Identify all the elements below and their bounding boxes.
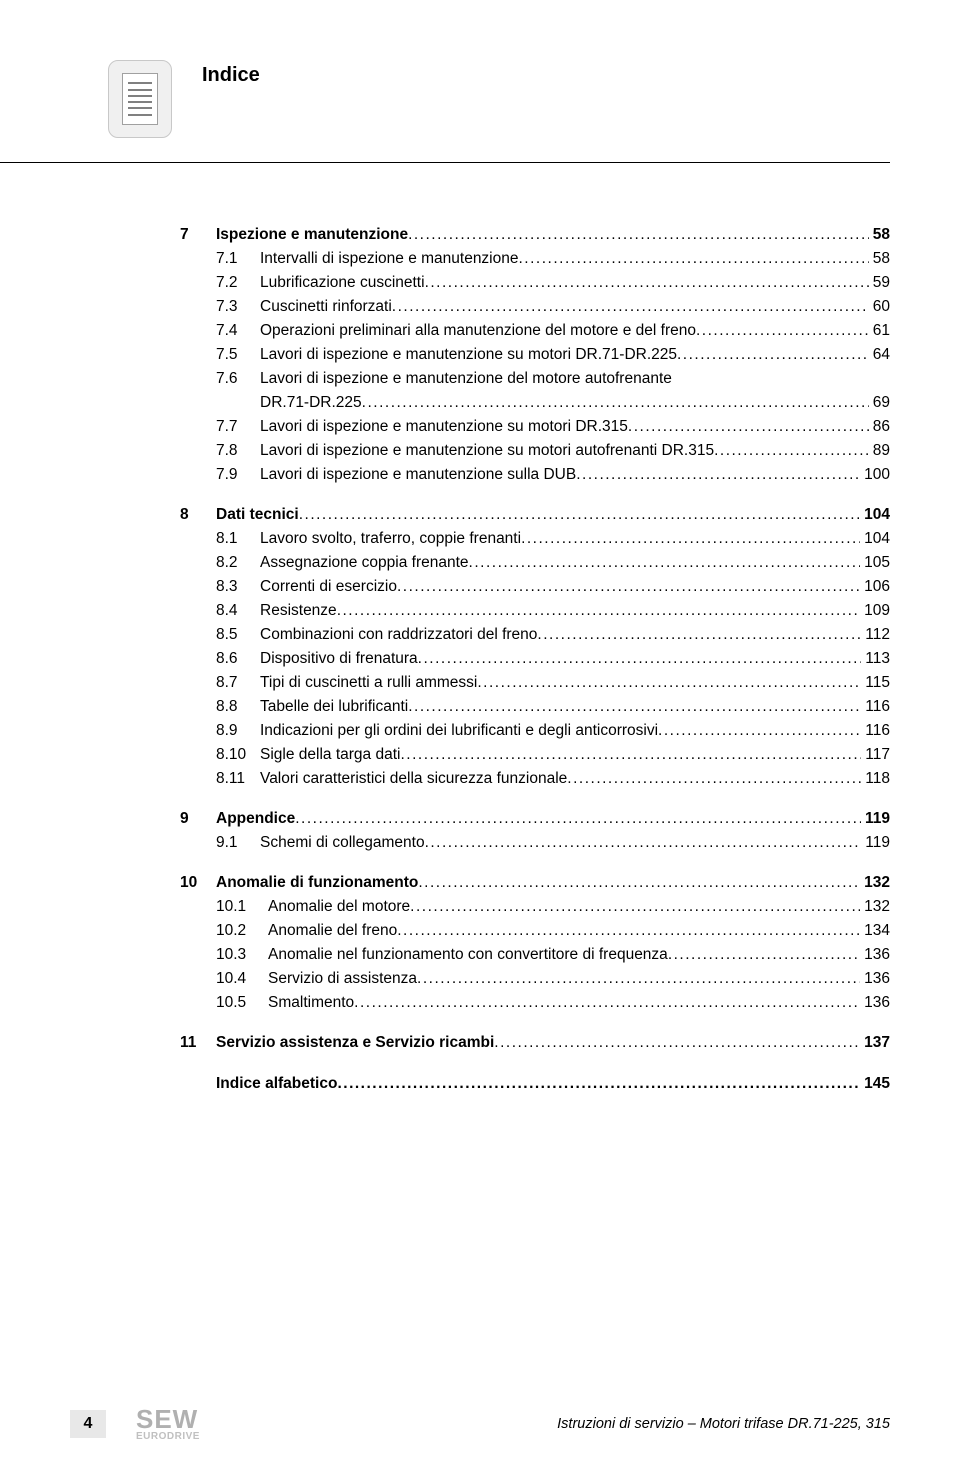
toc-sub: 8.9Indicazioni per gli ordini dei lubrif… (180, 719, 890, 743)
toc-sub: 8.5Combinazioni con raddrizzatori del fr… (180, 623, 890, 647)
toc-heading: 8 Dati tecnici 104 (180, 503, 890, 527)
toc-heading: Indice alfabetico 145 (180, 1072, 890, 1096)
toc-sub: 10.2Anomalie del freno134 (180, 919, 890, 943)
toc-section: 7 Ispezione e manutenzione 58 7.1Interva… (180, 223, 890, 487)
page-number: 4 (70, 1410, 106, 1438)
toc-heading: 10 Anomalie di funzionamento 132 (180, 871, 890, 895)
toc-sub: 7.9Lavori di ispezione e manutenzione su… (180, 463, 890, 487)
toc-sub: 9.1Schemi di collegamento119 (180, 831, 890, 855)
toc-section: 10 Anomalie di funzionamento 132 10.1Ano… (180, 871, 890, 1015)
page-title: Indice (202, 60, 260, 87)
toc-sub: 10.5Smaltimento136 (180, 991, 890, 1015)
toc-sub: 10.1Anomalie del motore132 (180, 895, 890, 919)
logo-bottom: EURODRIVE (136, 1432, 200, 1442)
toc-sub: 8.11Valori caratteristici della sicurezz… (180, 767, 890, 791)
toc-sub: 8.4Resistenze109 (180, 599, 890, 623)
toc-sub: 10.3Anomalie nel funzionamento con conve… (180, 943, 890, 967)
toc-sub: 7.3Cuscinetti rinforzati60 (180, 295, 890, 319)
document-icon (108, 60, 172, 138)
toc-heading: 11 Servizio assistenza e Servizio ricamb… (180, 1031, 890, 1055)
toc-section: Indice alfabetico 145 (180, 1072, 890, 1096)
toc-sub: 8.10Sigle della targa dati117 (180, 743, 890, 767)
toc-sub: 7.8Lavori di ispezione e manutenzione su… (180, 439, 890, 463)
toc-sub: 8.7Tipi di cuscinetti a rulli ammessi115 (180, 671, 890, 695)
toc-sub: 7.2Lubrificazione cuscinetti59 (180, 271, 890, 295)
toc-sub: 7.4Operazioni preliminari alla manutenzi… (180, 319, 890, 343)
toc-sub: 7.1Intervalli di ispezione e manutenzion… (180, 247, 890, 271)
dot-leader (408, 223, 869, 247)
toc-sub: 10.4Servizio di assistenza136 (180, 967, 890, 991)
toc-heading: 7 Ispezione e manutenzione 58 (180, 223, 890, 247)
toc-sub: 8.8Tabelle dei lubrificanti116 (180, 695, 890, 719)
brand-logo: SEW EURODRIVE (136, 1406, 200, 1442)
toc-sub: 8.3Correnti di esercizio106 (180, 575, 890, 599)
toc-section: 8 Dati tecnici 104 8.1Lavoro svolto, tra… (180, 503, 890, 791)
logo-top: SEW (136, 1406, 200, 1432)
footer: 4 SEW EURODRIVE Istruzioni di servizio –… (0, 1406, 960, 1442)
toc-sub: 8.6Dispositivo di frenatura113 (180, 647, 890, 671)
toc-page: 58 (869, 223, 890, 247)
toc-heading: 9 Appendice 119 (180, 807, 890, 831)
toc-sub: 7.6Lavori di ispezione e manutenzione de… (180, 367, 890, 391)
header: Indice (0, 0, 960, 138)
footer-text: Istruzioni di servizio – Motori trifase … (557, 1416, 890, 1432)
toc-num: 7 (180, 223, 216, 247)
toc-sub: 7.7Lavori di ispezione e manutenzione su… (180, 415, 890, 439)
toc-sub-wrap: DR.71-DR.22569 (180, 391, 890, 415)
toc-section: 9 Appendice 119 9.1Schemi di collegament… (180, 807, 890, 855)
toc-section: 11 Servizio assistenza e Servizio ricamb… (180, 1031, 890, 1055)
toc-title: Ispezione e manutenzione (216, 223, 408, 247)
page: Indice 7 Ispezione e manutenzione 58 7.1… (0, 0, 960, 1482)
header-rule (0, 162, 890, 163)
toc-sub: 8.2Assegnazione coppia frenante105 (180, 551, 890, 575)
toc-sub: 8.1Lavoro svolto, traferro, coppie frena… (180, 527, 890, 551)
toc-sub: 7.5Lavori di ispezione e manutenzione su… (180, 343, 890, 367)
document-icon-inner (122, 73, 158, 125)
table-of-contents: 7 Ispezione e manutenzione 58 7.1Interva… (180, 223, 890, 1096)
